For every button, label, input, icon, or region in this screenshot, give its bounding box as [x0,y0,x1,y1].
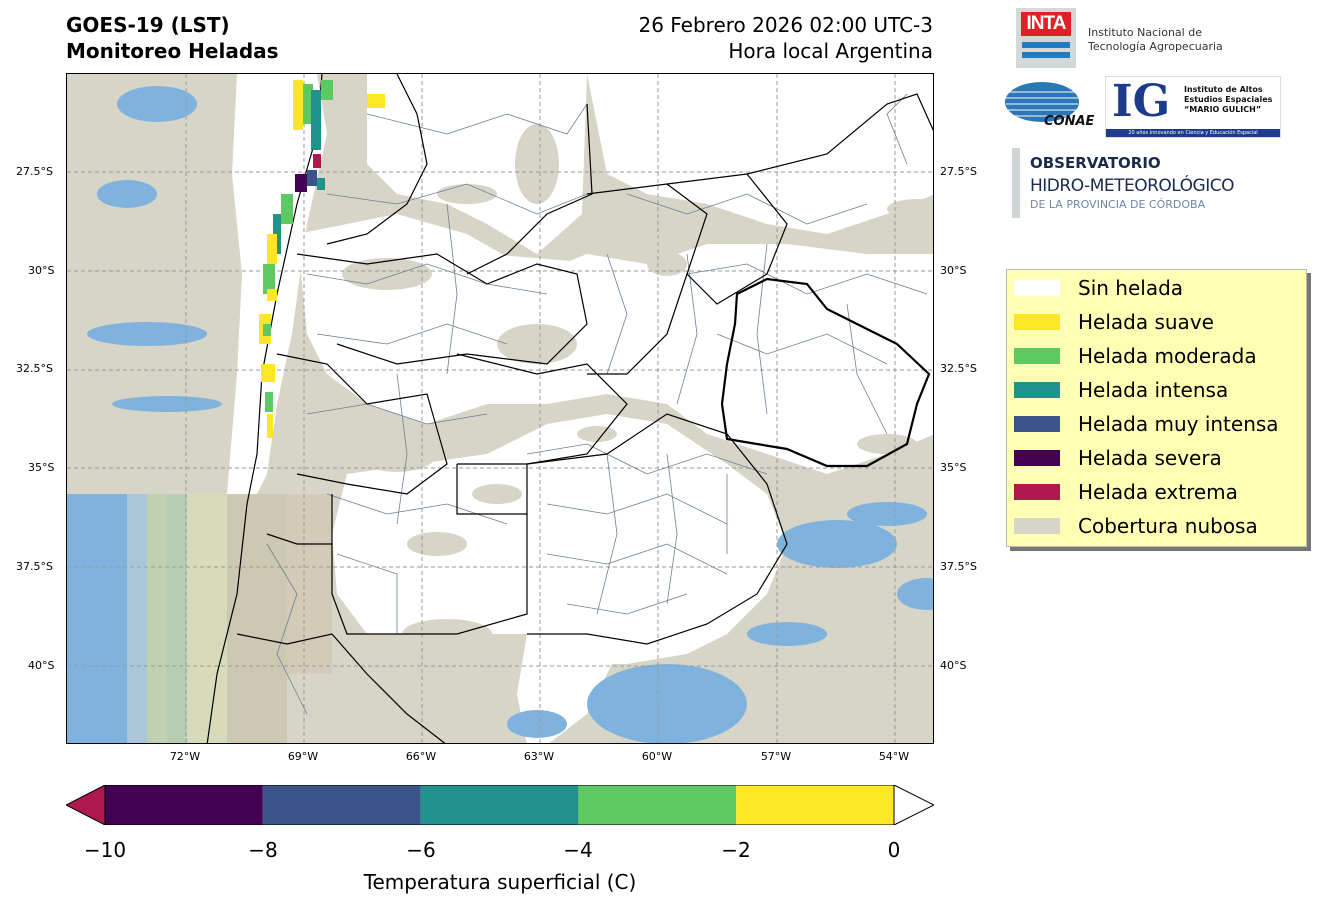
department-borders [266,93,928,715]
lon-label: 63°W [523,750,555,763]
inta-wordmark: INTA [1021,12,1071,36]
ig-name: Instituto de Altos Estudios Espaciales “… [1184,85,1273,114]
legend-swatch [1014,280,1060,296]
lon-label: 66°W [405,750,437,763]
scattered-clouds [342,124,933,649]
uruguay-border [720,277,931,468]
map-canvas [67,74,933,743]
inta-name: Instituto Nacional de Tecnología Agropec… [1088,26,1223,53]
frost-pixels [259,80,385,438]
colorbar [66,785,934,825]
coarse-pixel-band [127,494,332,743]
legend-label: Cobertura nubosa [1078,514,1258,538]
ig-logo: IG Instituto de Altos Estudios Espaciale… [1105,76,1281,138]
map-title: GOES-19 (LST) Monitoreo Heladas [66,12,279,64]
obs-title: OBSERVATORIO [1030,154,1161,172]
lon-label: 57°W [760,750,792,763]
legend-swatch [1014,314,1060,330]
legend-label: Helada severa [1078,446,1222,470]
graticule [67,74,933,743]
conae-logo: CONAE [1004,80,1094,130]
lat-label-right: 27.5°S [940,165,977,178]
colorbar-bin [262,785,421,825]
colorbar-tick: −6 [406,838,436,862]
map-datetime: 26 Febrero 2026 02:00 UTC-3 Hora local A… [638,12,933,64]
lat-label-right: 32.5°S [940,362,977,375]
colorbar-outline [104,785,895,825]
lat-label-right: 37.5°S [940,560,977,573]
legend-label: Helada extrema [1078,480,1238,504]
lat-label-left: 35°S [28,461,55,474]
conae-wordmark: CONAE [1044,114,1095,129]
colorbar-tick: −2 [721,838,751,862]
lon-label: 72°W [169,750,201,763]
frost-map [66,73,934,744]
lat-label-right: 35°S [940,461,967,474]
datetime-label: 26 Febrero 2026 02:00 UTC-3 [638,13,933,37]
legend-swatch [1014,348,1060,364]
colorbar-bin [578,785,737,825]
lat-label-left: 30°S [28,264,55,277]
timezone-label: Hora local Argentina [728,39,933,63]
colorbar-tick: −8 [248,838,278,862]
atlantic-water [507,502,933,743]
colorbar-tick: −10 [83,838,127,862]
province-borders [206,74,933,743]
ig-tagline: 20 años innovando en Ciencia y Educación… [1106,129,1280,137]
legend-swatch [1014,484,1060,500]
legend-swatch [1014,416,1060,432]
legend-label: Helada moderada [1078,344,1257,368]
colorbar-bin [736,785,894,825]
lat-label-right: 40°S [940,659,967,672]
colorbar-bins [105,785,894,825]
title-satellite: GOES-19 (LST) [66,13,230,37]
lat-label-left: 37.5°S [16,560,53,573]
colorbar-bin [105,785,263,825]
legend-label: Helada suave [1078,310,1214,334]
lat-label-left: 32.5°S [16,362,53,375]
legend-swatch [1014,450,1060,466]
legend-label: Sin helada [1078,276,1184,300]
colorbar-under-arrow [66,785,106,825]
lat-label-left: 40°S [28,659,55,672]
colorbar-tick: −4 [563,838,593,862]
obs-subtitle: HIDRO-METEOROLÓGICO [1030,176,1234,196]
title-product: Monitoreo Heladas [66,39,279,63]
lat-label-left: 27.5°S [16,165,53,178]
obs-region: DE LA PROVINCIA DE CÓRDOBA [1030,198,1206,211]
lat-label-right: 30°S [940,264,967,277]
legend-swatch [1014,382,1060,398]
lon-label: 60°W [641,750,673,763]
colorbar-tick: 0 [887,838,901,862]
lon-label: 69°W [287,750,319,763]
inta-logo: INTA [1016,8,1076,68]
legend: Sin helada Helada suave Helada moderada … [1006,269,1307,547]
legend-label: Helada intensa [1078,378,1229,402]
colorbar-bin [420,785,579,825]
legend-swatch [1014,518,1060,534]
legend-label: Helada muy intensa [1078,412,1279,436]
ig-wordmark: IG [1112,76,1171,127]
lon-label: 54°W [878,750,910,763]
colorbar-over-arrow [893,785,934,825]
colorbar-label: Temperatura superficial (C) [363,870,637,894]
